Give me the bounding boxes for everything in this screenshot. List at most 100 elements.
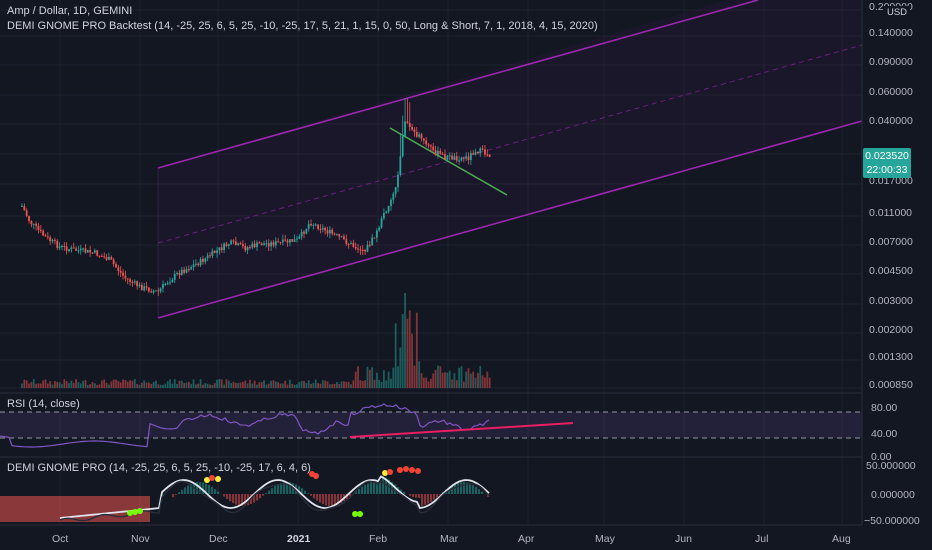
volume-bar <box>354 371 357 388</box>
candle-body <box>77 250 80 252</box>
gnome-histogram-bar <box>472 485 475 494</box>
volume-bar <box>404 293 406 388</box>
backtest-indicator-label[interactable]: DEMI GNOME PRO Backtest (14, -25, 25, 6,… <box>7 20 598 32</box>
rsi-pane[interactable] <box>0 403 862 448</box>
volume-bar <box>265 384 268 388</box>
time-label: Mar <box>440 533 459 545</box>
candle-body <box>408 122 411 128</box>
candle-body <box>293 239 296 242</box>
volume-bar <box>63 379 66 388</box>
volume-bar <box>65 381 68 388</box>
candle-body <box>319 229 322 231</box>
gnome-histogram-bar <box>265 493 268 494</box>
candle-body <box>79 248 82 251</box>
candle-body <box>406 121 409 123</box>
volume-bar <box>162 384 164 388</box>
volume-bar <box>157 384 160 388</box>
volume-bar <box>225 379 228 388</box>
volume-bar <box>56 382 59 388</box>
candle-body <box>37 225 40 230</box>
candle-body <box>331 229 334 234</box>
volume-bar <box>347 381 350 388</box>
last-price-value: 0.023520 <box>865 150 909 162</box>
gnome-histogram-bar <box>307 493 310 494</box>
rsi-title[interactable]: RSI (14, close) <box>7 398 80 410</box>
time-label: Jul <box>755 533 768 545</box>
candle-body <box>277 241 280 243</box>
time-axis[interactable]: Oct Nov Dec 2021 Feb Mar Apr May Jun Jul… <box>52 533 851 545</box>
candle-body <box>42 230 45 236</box>
gnome-histogram-bar <box>355 491 358 494</box>
candle-body <box>89 249 92 253</box>
candle-body <box>272 242 275 246</box>
gnome-histogram-bar <box>451 485 454 494</box>
candle-body <box>133 281 136 283</box>
rsi-trend-line[interactable] <box>349 422 574 438</box>
gnome-histogram-bar <box>316 494 319 501</box>
rsi-axis[interactable]: 80.00 40.00 0.00 <box>871 402 897 463</box>
channel-upper-line[interactable] <box>157 0 759 169</box>
gnome-histogram-bar <box>211 486 214 494</box>
volume-bar <box>42 380 45 388</box>
volume-bar <box>244 380 247 388</box>
volume-bar <box>211 384 214 388</box>
candle-body <box>232 240 235 242</box>
volume-bar <box>361 380 364 388</box>
volume-bar <box>458 367 460 388</box>
price-label: 0.002000 <box>869 324 913 336</box>
candle-body <box>296 238 298 240</box>
gnome-histogram-bar <box>460 482 463 494</box>
gnome-histogram-bar <box>277 484 280 494</box>
candle-body <box>324 227 327 231</box>
gnome-histogram-bar <box>436 494 439 498</box>
volume-bar <box>68 382 70 388</box>
candle-body <box>432 146 435 151</box>
candle-body <box>253 243 256 248</box>
trend-line[interactable] <box>389 127 508 196</box>
symbol-title[interactable]: Amp / Dollar, 1D, GEMINI <box>7 5 133 17</box>
volume-bar <box>359 380 362 388</box>
gnome-pane[interactable] <box>0 466 490 522</box>
volume-bar <box>277 382 280 388</box>
gnome-histogram-bar <box>394 484 397 494</box>
candle-body <box>185 269 188 273</box>
candle-body <box>430 145 432 147</box>
volume-bar <box>425 377 428 388</box>
volume-bar <box>380 381 383 388</box>
candle-body <box>422 138 425 141</box>
volume-bar <box>91 382 94 388</box>
volume-bar <box>119 382 122 388</box>
candle-body <box>91 252 94 254</box>
candle-body <box>101 255 103 257</box>
volume-bar <box>192 379 195 388</box>
candle-body <box>98 255 101 257</box>
candle-body <box>469 153 472 161</box>
volume-bar <box>232 381 235 388</box>
volume-bar <box>418 361 421 388</box>
candle-body <box>338 234 341 237</box>
candle-body <box>394 187 397 194</box>
gnome-histogram-bar <box>385 477 388 494</box>
gnome-histogram-bar <box>289 482 292 494</box>
gnome-histogram-bar <box>190 483 193 494</box>
regression-channel[interactable] <box>157 0 863 319</box>
currency-label[interactable]: USD <box>884 6 910 20</box>
candle-body <box>399 156 402 175</box>
candle-body <box>110 256 113 260</box>
gnome-histogram-bar <box>280 483 283 494</box>
candle-body <box>314 224 317 226</box>
price-label: 0.090000 <box>869 56 913 68</box>
gnome-title[interactable]: DEMI GNOME PRO (14, -25, 25, 6, 5, 25, -… <box>7 462 311 474</box>
volume-bar <box>44 379 47 388</box>
candle-body <box>209 255 211 257</box>
gnome-histogram-bar <box>178 492 181 494</box>
volume-bar <box>291 383 294 388</box>
channel-mid-line[interactable] <box>157 44 863 244</box>
volume-bar <box>84 380 87 388</box>
gnome-axis[interactable]: 50.000000 0.000000 −50.000000 <box>864 460 920 527</box>
channel-lower-line[interactable] <box>157 120 863 319</box>
candle-body <box>364 250 366 252</box>
rsi-axis-label: 80.00 <box>871 402 897 414</box>
volume-bar <box>366 366 369 388</box>
